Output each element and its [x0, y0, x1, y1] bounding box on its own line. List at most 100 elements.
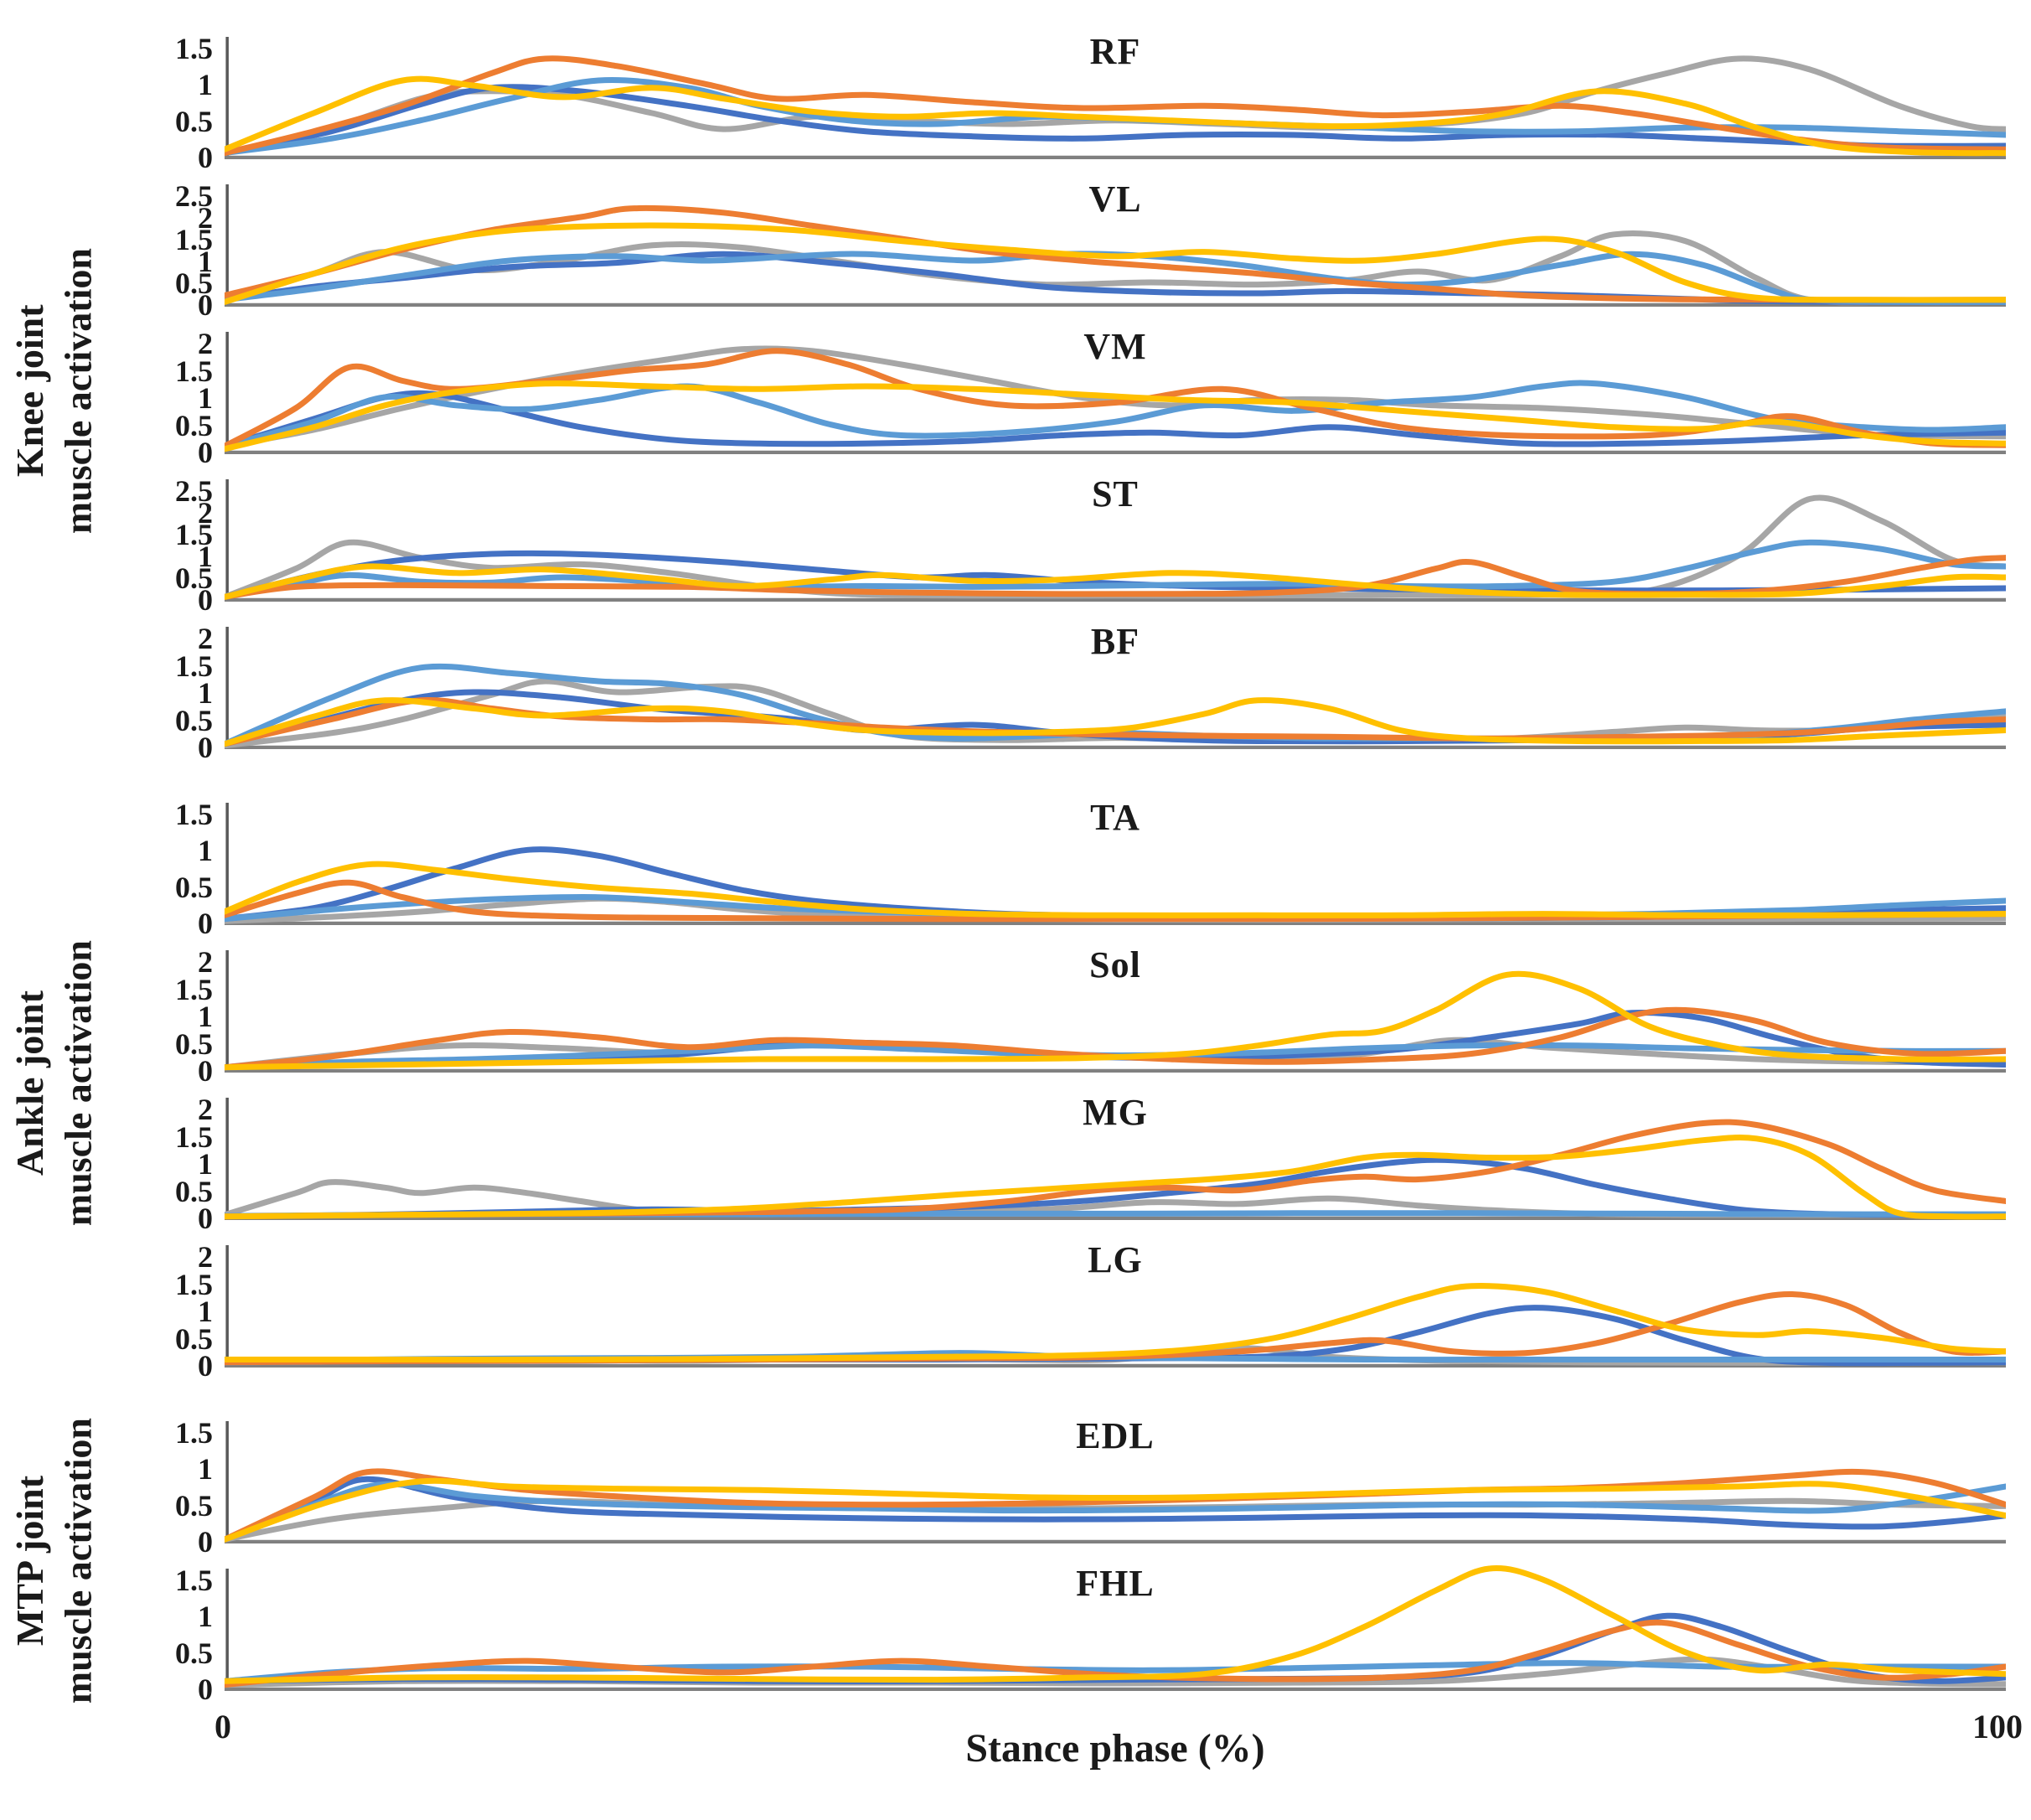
y-tick: 0.5 — [175, 870, 213, 904]
y-tick: 0.5 — [175, 408, 213, 442]
x-axis-spacer — [0, 1705, 225, 1796]
y-tick: 1.5 — [175, 1267, 213, 1301]
group-axis-label-text: MTP joint muscle activation — [8, 1418, 100, 1704]
panel-title-ST: ST — [1092, 473, 1139, 514]
y-tick: 1 — [198, 1147, 213, 1181]
VM-gold-line — [225, 384, 2006, 449]
y-tick: 1.5 — [175, 223, 213, 256]
group-axis-label-text: Knee joint muscle activation — [8, 248, 100, 535]
plot-area-BF: BF — [225, 621, 2031, 749]
y-axis-ticks: 1.5 1 0.5 0 — [107, 32, 225, 174]
panel-title-EDL: EDL — [1076, 1415, 1155, 1456]
panel-title-TA: TA — [1090, 797, 1140, 838]
y-tick: 0.5 — [175, 703, 213, 737]
BF-gold-line — [225, 701, 2006, 744]
y-tick: 0.5 — [175, 1488, 213, 1523]
y-tick: 1.5 — [175, 1564, 213, 1597]
y-tick: 1 — [198, 1295, 213, 1328]
FHL-lightblue-line — [225, 1663, 2006, 1682]
y-tick: 0.5 — [175, 1026, 213, 1061]
y-tick: 0.5 — [175, 104, 213, 138]
y-tick: 1 — [198, 381, 213, 415]
y-tick: 1.5 — [175, 518, 213, 551]
ST-orange-line — [225, 558, 2006, 597]
y-tick: 0 — [198, 583, 213, 617]
x-tick-min: 0 — [214, 1708, 231, 1746]
group-axis-label: Knee joint muscle activation — [0, 34, 107, 749]
y-axis-ticks: 2.5 2 1.5 1 0.5 0 — [107, 179, 225, 322]
plot-area-RF: RF — [225, 31, 2031, 159]
MG-gold-line — [225, 1137, 2006, 1216]
y-axis-ticks: 1.5 1 0.5 0 — [107, 1416, 225, 1559]
FHL-orange-line — [225, 1622, 2006, 1684]
y-tick: 0 — [198, 1673, 213, 1706]
EDL-blue-line — [225, 1479, 2006, 1539]
y-tick: 2.5 — [175, 474, 213, 508]
VM-blue-line — [225, 393, 2006, 446]
y-tick: 0.5 — [175, 1174, 213, 1208]
Sol-gold-line — [225, 974, 2006, 1068]
y-tick: 1 — [198, 68, 213, 102]
plot-svg-Sol — [225, 947, 2006, 1073]
VM-lightblue-line — [225, 383, 2006, 447]
y-tick: 0 — [198, 731, 213, 764]
plot-svg-ST — [225, 476, 2006, 602]
group-panels: 1.5 1 0.5 0 RF 2.5 2 1.5 1 0.5 0 VL 2 1.5 1 0.5 0 VM 2.5 2 1… — [107, 31, 2031, 764]
TA-gold-line — [225, 864, 2006, 915]
plot-svg-VM — [225, 328, 2006, 454]
y-tick: 2 — [198, 327, 213, 360]
panel-title-FHL: FHL — [1076, 1563, 1155, 1604]
panel-title-LG: LG — [1088, 1239, 1143, 1280]
ST-lightblue-line — [225, 542, 2006, 597]
panel-title-BF: BF — [1090, 621, 1140, 662]
plot-svg-BF — [225, 623, 2006, 749]
LG-gold-line — [225, 1286, 2006, 1360]
panels-root: Knee joint muscle activation 1.5 1 0.5 0 RF 2.… — [0, 31, 2031, 1706]
EDL-gold-line — [225, 1481, 2006, 1539]
y-tick: 1 — [198, 245, 213, 278]
y-tick: 1.5 — [175, 798, 213, 831]
VL-gold-line — [225, 225, 2006, 302]
y-tick: 2 — [198, 1093, 213, 1126]
y-tick: 0.5 — [175, 561, 213, 595]
panel-ST: 2.5 2 1.5 1 0.5 0 ST — [107, 473, 2031, 617]
y-tick: 1 — [198, 1600, 213, 1634]
panel-EDL: 1.5 1 0.5 0 EDL — [107, 1415, 2031, 1559]
y-tick: 1.5 — [175, 1416, 213, 1450]
y-tick: 0 — [198, 1054, 213, 1088]
y-tick: 2 — [198, 945, 213, 979]
panel-title-VM: VM — [1083, 326, 1147, 367]
y-tick: 1 — [198, 1000, 213, 1033]
y-axis-ticks: 2.5 2 1.5 1 0.5 0 — [107, 474, 225, 617]
y-tick: 0.5 — [175, 1636, 213, 1670]
plot-svg-RF — [225, 34, 2006, 159]
panel-MG: 2 1.5 1 0.5 0 MG — [107, 1092, 2031, 1235]
plot-area-ST: ST — [225, 473, 2031, 602]
panel-VM: 2 1.5 1 0.5 0 VM — [107, 326, 2031, 469]
y-tick: 0 — [198, 1349, 213, 1383]
y-axis-ticks: 2 1.5 1 0.5 0 — [107, 327, 225, 469]
y-tick: 1.5 — [175, 32, 213, 65]
panel-RF: 1.5 1 0.5 0 RF — [107, 31, 2031, 174]
y-tick: 2 — [198, 1240, 213, 1274]
group-panels: 1.5 1 0.5 0 EDL 1.5 1 0.5 0 FHL — [107, 1415, 2031, 1706]
group-axis-label-text: Ankle joint muscle activation — [8, 940, 100, 1227]
plot-svg-TA — [225, 799, 2006, 925]
y-tick: 1 — [198, 676, 213, 710]
y-axis-ticks: 2 1.5 1 0.5 0 — [107, 622, 225, 764]
panel-LG: 2 1.5 1 0.5 0 LG — [107, 1239, 2031, 1383]
plot-area-Sol: Sol — [225, 944, 2031, 1073]
muscle-group-0: Knee joint muscle activation 1.5 1 0.5 0 RF 2.… — [0, 31, 2031, 764]
plot-area-VM: VM — [225, 326, 2031, 454]
plot-svg-EDL — [225, 1418, 2006, 1543]
RF-orange-line — [225, 59, 2006, 153]
y-tick: 2.5 — [175, 179, 213, 213]
y-tick: 0 — [198, 1525, 213, 1559]
y-tick: 1.5 — [175, 649, 213, 683]
y-tick: 2 — [198, 496, 213, 530]
y-tick: 1 — [198, 540, 213, 573]
plot-svg-VL — [225, 181, 2006, 307]
Sol-orange-line — [225, 1010, 2006, 1068]
y-tick: 1 — [198, 834, 213, 868]
plot-area-FHL: FHL — [225, 1563, 2031, 1691]
